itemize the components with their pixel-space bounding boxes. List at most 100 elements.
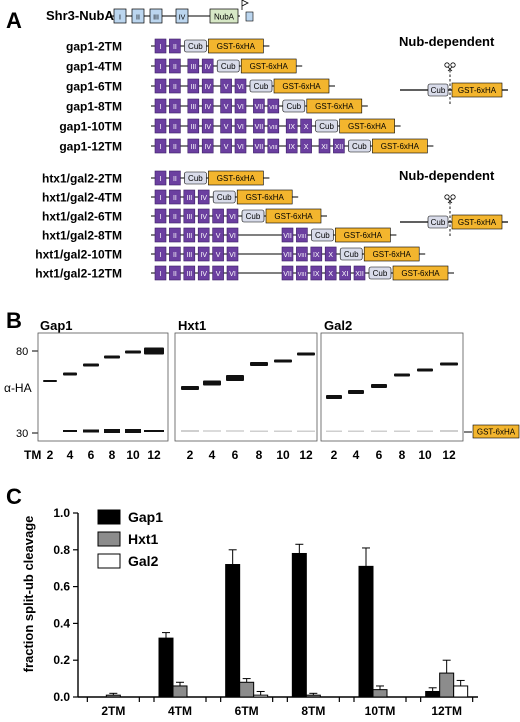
tm-segment-label: VII — [255, 144, 264, 151]
cub-box — [241, 209, 265, 223]
construct-label: gap1-10TM — [59, 120, 122, 134]
tm-segment-label: V — [216, 233, 221, 240]
tm-segment — [318, 138, 331, 154]
tm-segment-label: I — [160, 124, 162, 131]
blot-band — [297, 352, 315, 356]
tm-segment — [187, 98, 200, 114]
tm-segment — [285, 118, 298, 134]
blot-band-low — [326, 430, 342, 432]
tm-segment — [169, 208, 181, 224]
tm-segment — [253, 118, 265, 134]
cub-box — [339, 247, 363, 261]
nub-dependent-inset-bottom: Cub GST-6xHA — [400, 194, 508, 236]
cub-label: Cub — [217, 193, 232, 202]
x-tick-label: 10TM — [365, 704, 396, 718]
tm-segment-label: XII — [335, 144, 344, 151]
tm-segment-label: XII — [355, 271, 364, 278]
shr3-tm-segment — [113, 8, 127, 24]
tm-segment-label: IV — [200, 252, 207, 259]
lane-label: 10 — [276, 448, 290, 462]
lane-prefix-label: TM — [24, 448, 41, 462]
construct-row: hxt1/gal2-10TM I II III IV V VI VII VIII IX X Cub GS… — [35, 246, 426, 262]
tm-segment — [296, 227, 308, 243]
cub-label: Cub — [352, 142, 367, 151]
y-tick-label: 0.0 — [53, 690, 70, 704]
bar-gal2 — [453, 685, 469, 698]
tm-segment-label: IX — [288, 124, 295, 131]
inset-cub-box — [427, 215, 449, 229]
inset-gst-label: GST-6xHA — [458, 218, 497, 227]
tm-segment-label: I — [160, 64, 162, 71]
tm-segment — [324, 265, 337, 281]
lane-label: 8 — [256, 448, 263, 462]
blot-band — [250, 362, 268, 366]
tm-segment-label: VIII — [269, 145, 278, 151]
tm-segment-label: III — [186, 233, 192, 240]
tm-segment — [154, 227, 167, 243]
nuba-label: NubA — [214, 13, 235, 22]
tm-segment — [220, 78, 232, 94]
tm-segment — [169, 138, 181, 154]
gst-box — [236, 189, 293, 205]
lane-label: 12 — [147, 448, 161, 462]
gst-box — [240, 58, 297, 74]
y-tick-label: 0.6 — [53, 580, 70, 594]
tm-segment-label: X — [328, 271, 333, 278]
legend-swatch — [97, 509, 121, 525]
tm-segment — [281, 265, 294, 281]
bar-hxt1 — [305, 694, 321, 698]
gst-box — [363, 246, 420, 262]
blot-band — [348, 390, 364, 394]
tm-segment-label: IV — [204, 124, 211, 131]
gst-label: GST-6xHA — [348, 122, 387, 131]
tm-segment — [300, 138, 312, 154]
x-tick-label: 4TM — [168, 704, 192, 718]
shr3-tm-segment — [131, 8, 145, 24]
y-tick-label: 0.2 — [53, 653, 70, 667]
tm-segment — [220, 98, 232, 114]
lane-label: 6 — [232, 448, 239, 462]
shr3-tm-label: III — [153, 15, 159, 22]
tm-segment-label: IV — [200, 195, 207, 202]
blot-band-low — [274, 430, 292, 432]
tm-segment-label: I — [160, 233, 162, 240]
lane-label: 12 — [442, 448, 456, 462]
nub-dependent-label-top: Nub-dependent — [399, 34, 495, 49]
blot-band — [226, 375, 244, 381]
tm-segment — [169, 98, 181, 114]
legend-swatch — [97, 531, 121, 547]
tm-segment-label: I — [160, 214, 162, 221]
tm-segment-label: III — [186, 252, 192, 259]
construct-row: gap1-2TM I II Cub GST-6xHA — [66, 38, 270, 54]
tm-segment — [183, 265, 196, 281]
construct-row: hxt1/gal2-4TM I II III IV Cub GST-6xHA — [42, 189, 299, 205]
tm-segment — [197, 227, 210, 243]
bar-hxt1 — [372, 689, 388, 698]
panel-label-c: C — [6, 484, 22, 509]
construct-label: htx1/gal2-2TM — [42, 172, 122, 186]
bar-hxt1 — [172, 685, 188, 698]
tm-segment-label: IV — [200, 233, 207, 240]
blot-gal2 — [320, 332, 464, 442]
tm-segment — [169, 38, 181, 54]
blot-band — [83, 363, 99, 367]
blot-band-low — [226, 430, 244, 432]
gst-box — [392, 265, 449, 281]
shr3-nuba-diagram: I II III IV NubA — [110, 0, 254, 24]
shr3-tm-label: II — [136, 15, 140, 22]
tm-segment-label: VI — [237, 124, 244, 131]
blot-band-low — [394, 430, 410, 432]
tm-segment-label: VI — [229, 233, 236, 240]
tm-segment — [296, 265, 308, 281]
gst-label: GST-6xHA — [315, 102, 354, 111]
tm-segment-label: III — [190, 144, 196, 151]
tm-segment — [267, 138, 280, 154]
blot-band — [274, 359, 292, 363]
blot-band-low — [125, 429, 141, 433]
panel-a-constructs: Shr3-NubA I II III IV NubA gap1-2TM I II Cub GST… — [35, 0, 508, 281]
bar-hxt1 — [439, 672, 455, 698]
tm-segment — [197, 189, 210, 205]
bar-gap1 — [225, 564, 241, 698]
lane-label: 6 — [88, 448, 95, 462]
tm-segment-label: II — [173, 214, 177, 221]
